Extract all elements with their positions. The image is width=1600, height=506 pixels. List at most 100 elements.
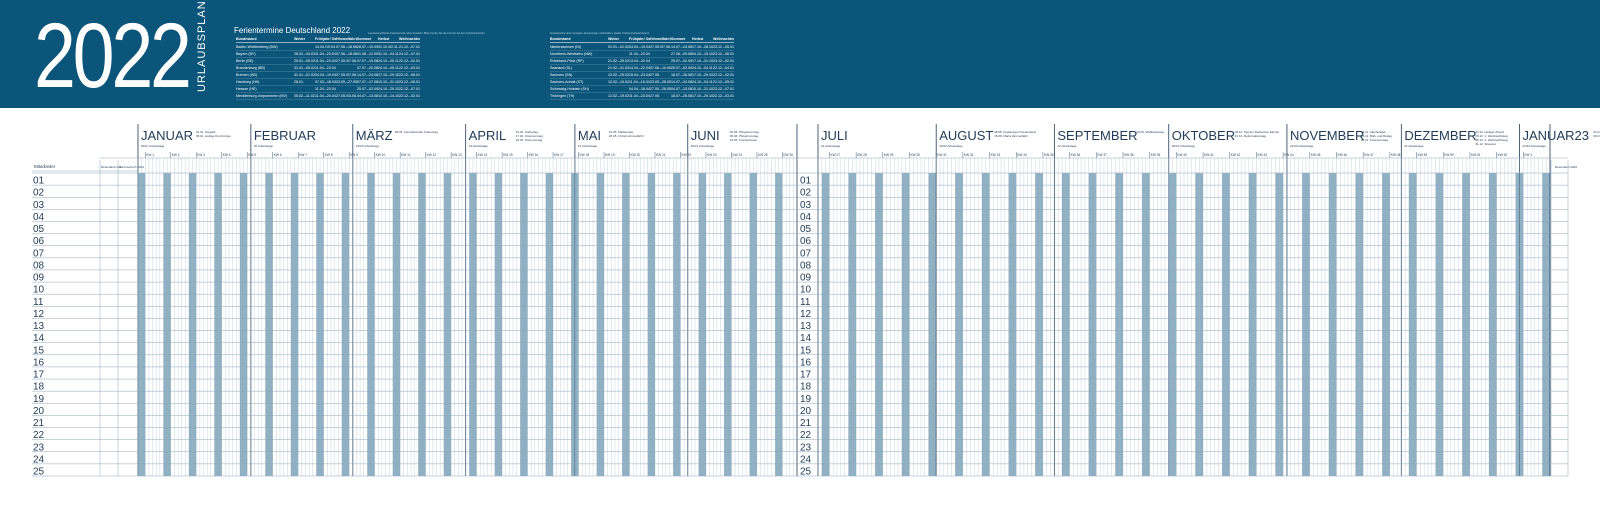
weekend-column <box>1248 173 1253 476</box>
row-number-left: 20 <box>33 406 45 417</box>
ferien-row: Sachsen (SN) 12.02.–26.02. 15.04.–23.04. 27… <box>550 72 734 79</box>
ferien-row: Sachsen-Anhalt (ST) 12.02.–19.02. 11.04.–1… <box>550 79 734 86</box>
weekend-column <box>472 173 477 476</box>
weekend-column <box>1252 173 1257 476</box>
weekend-column <box>625 173 630 476</box>
weekend-column <box>928 173 933 476</box>
ferien-dates: 24.10.–05.11. <box>378 59 399 63</box>
month-info: 20/21 Arbeitstage <box>691 144 715 148</box>
ferien-column-header: Herbst <box>692 37 704 41</box>
ferien-dates: 22.12.–03.01. <box>713 94 734 98</box>
weekend-column <box>167 173 171 476</box>
ferien-dates: 04.04.–16.04. <box>629 87 650 91</box>
weekend-column <box>955 173 960 476</box>
weekend-column <box>341 173 346 476</box>
ferien-dates: 23.12.–06.01. <box>399 73 420 77</box>
month-note: 17.04. Ostersonntag <box>516 134 544 138</box>
month-name: AUGUST <box>939 128 993 143</box>
ferien-dates: 01.08.–12.09. <box>357 52 378 56</box>
weekend-column <box>1306 173 1310 476</box>
weekend-column <box>673 173 677 476</box>
ferien-dates: 21.02.–01.03. <box>608 66 629 70</box>
ferien-dates: 22.12.–07.01. <box>399 87 420 91</box>
ferien-dates: 07.07.–17.08. <box>357 80 378 84</box>
month-note: 16.06. Fronleichnam <box>730 138 758 142</box>
weekend-column <box>749 173 754 476</box>
kw-label: KW 26 <box>783 153 793 157</box>
kw-label: KW 16 <box>529 153 539 157</box>
weekend-column <box>523 173 528 476</box>
kw-label: KW 47 <box>1364 153 1374 157</box>
row-number-left: 13 <box>33 321 45 332</box>
weekend-column <box>269 173 273 476</box>
ferien-dates: 11.04.–23.04. <box>629 52 650 56</box>
row-number-left: 09 <box>33 273 45 284</box>
row-number-right: 04 <box>800 212 812 223</box>
row-number-left: 17 <box>33 370 45 381</box>
weekend-column <box>421 173 426 476</box>
ferien-dates: 07.07.–19.08. <box>357 59 378 63</box>
weekend-column <box>1492 173 1497 476</box>
ferien-column-header: Weihnachten <box>399 37 420 41</box>
weekend-column <box>821 173 826 476</box>
weekend-column <box>392 173 397 476</box>
ferien-dates: 25.07.–02.09. <box>671 59 692 63</box>
month-note: 24.12. Heiliger Abend <box>1475 130 1504 134</box>
row-number-right: 09 <box>800 273 812 284</box>
row-number-left: 25 <box>33 467 45 478</box>
weekend-column <box>1145 173 1150 476</box>
ferien-dates: 23.12.–06.01. <box>399 80 420 84</box>
weekend-column <box>1408 173 1413 476</box>
ferien-dates: 17.10.–31.10. <box>692 59 713 63</box>
ferien-row: Saarland (SL) 21.02.–01.03. 14.04.–22.04. 0… <box>550 65 734 72</box>
ferien-dates: 28.01. <box>294 80 304 84</box>
weekend-column <box>905 173 910 476</box>
ferien-row: Niedersachsen (NI) 31.01.–01.02. 04.04.–19… <box>550 44 734 51</box>
weekend-column <box>981 173 986 476</box>
header-banner: 2022 URLAUBSPLANER Ferientermine Deutsch… <box>0 0 1600 108</box>
row-number-left: 06 <box>33 236 45 247</box>
ferien-dates: 14.04./19.04.–23.04. <box>315 45 336 49</box>
weekend-column <box>214 173 219 476</box>
ferien-column-header: Sommer <box>671 37 686 41</box>
row-number-left: 03 <box>33 200 45 211</box>
weekend-column <box>571 173 575 476</box>
label-anspruch: Ur.-Anspruch 2022 <box>119 165 144 169</box>
weekend-column <box>932 173 937 476</box>
month-name: JANUAR23 <box>1523 128 1589 143</box>
month-note: 08.03. Internationaler Frauentag <box>395 130 438 134</box>
weekend-column <box>1355 173 1360 476</box>
month-note: 05.06. Pfingstsonntag <box>730 130 759 134</box>
weekend-column <box>1515 173 1520 476</box>
weekend-column <box>498 173 503 476</box>
ferien-state: Schleswig-Holstein (SH) <box>550 87 589 91</box>
month-info: 21 Arbeitstage <box>821 144 841 148</box>
row-number-right: 01 <box>800 176 812 187</box>
month-name: APRIL <box>469 128 507 143</box>
ferien-row: Mecklenburg-Vorpommern (MV) 05.02.–11.02.… <box>236 93 420 100</box>
row-number-left: 04 <box>33 212 45 223</box>
row-number-left: 15 <box>33 345 45 356</box>
ferien-dates: 24.10.–05.11. <box>378 66 399 70</box>
weekend-column <box>549 173 554 476</box>
ferien-dates: 22.12.–02.01. <box>399 59 420 63</box>
ferien-dates: 12.02.–19.02. <box>608 94 629 98</box>
weekend-column <box>367 173 372 476</box>
kw-label: KW 19 <box>605 153 615 157</box>
row-number-right: 17 <box>800 370 812 381</box>
month-note: 26.12. 2. Weihnachtstag <box>1475 138 1508 142</box>
weekend-column <box>243 173 248 476</box>
row-number-left: 05 <box>33 224 45 235</box>
ferien-dates: 07.07.–20.08. <box>357 66 378 70</box>
row-number-right: 24 <box>800 454 812 465</box>
weekend-column <box>1115 173 1120 476</box>
ferien-dates: 24.10.–29.10. <box>378 87 399 91</box>
kw-label: KW 30 <box>911 153 921 157</box>
ferien-dates: 14.07.–24.08. <box>671 45 692 49</box>
month-name: NOVEMBER <box>1290 128 1364 143</box>
month-info: 23/22 Arbeitstage <box>939 144 963 148</box>
ferien-state: Rheinland-Pfalz (RP) <box>550 59 584 63</box>
row-number-right: 07 <box>800 248 812 259</box>
weekend-column <box>443 173 448 476</box>
